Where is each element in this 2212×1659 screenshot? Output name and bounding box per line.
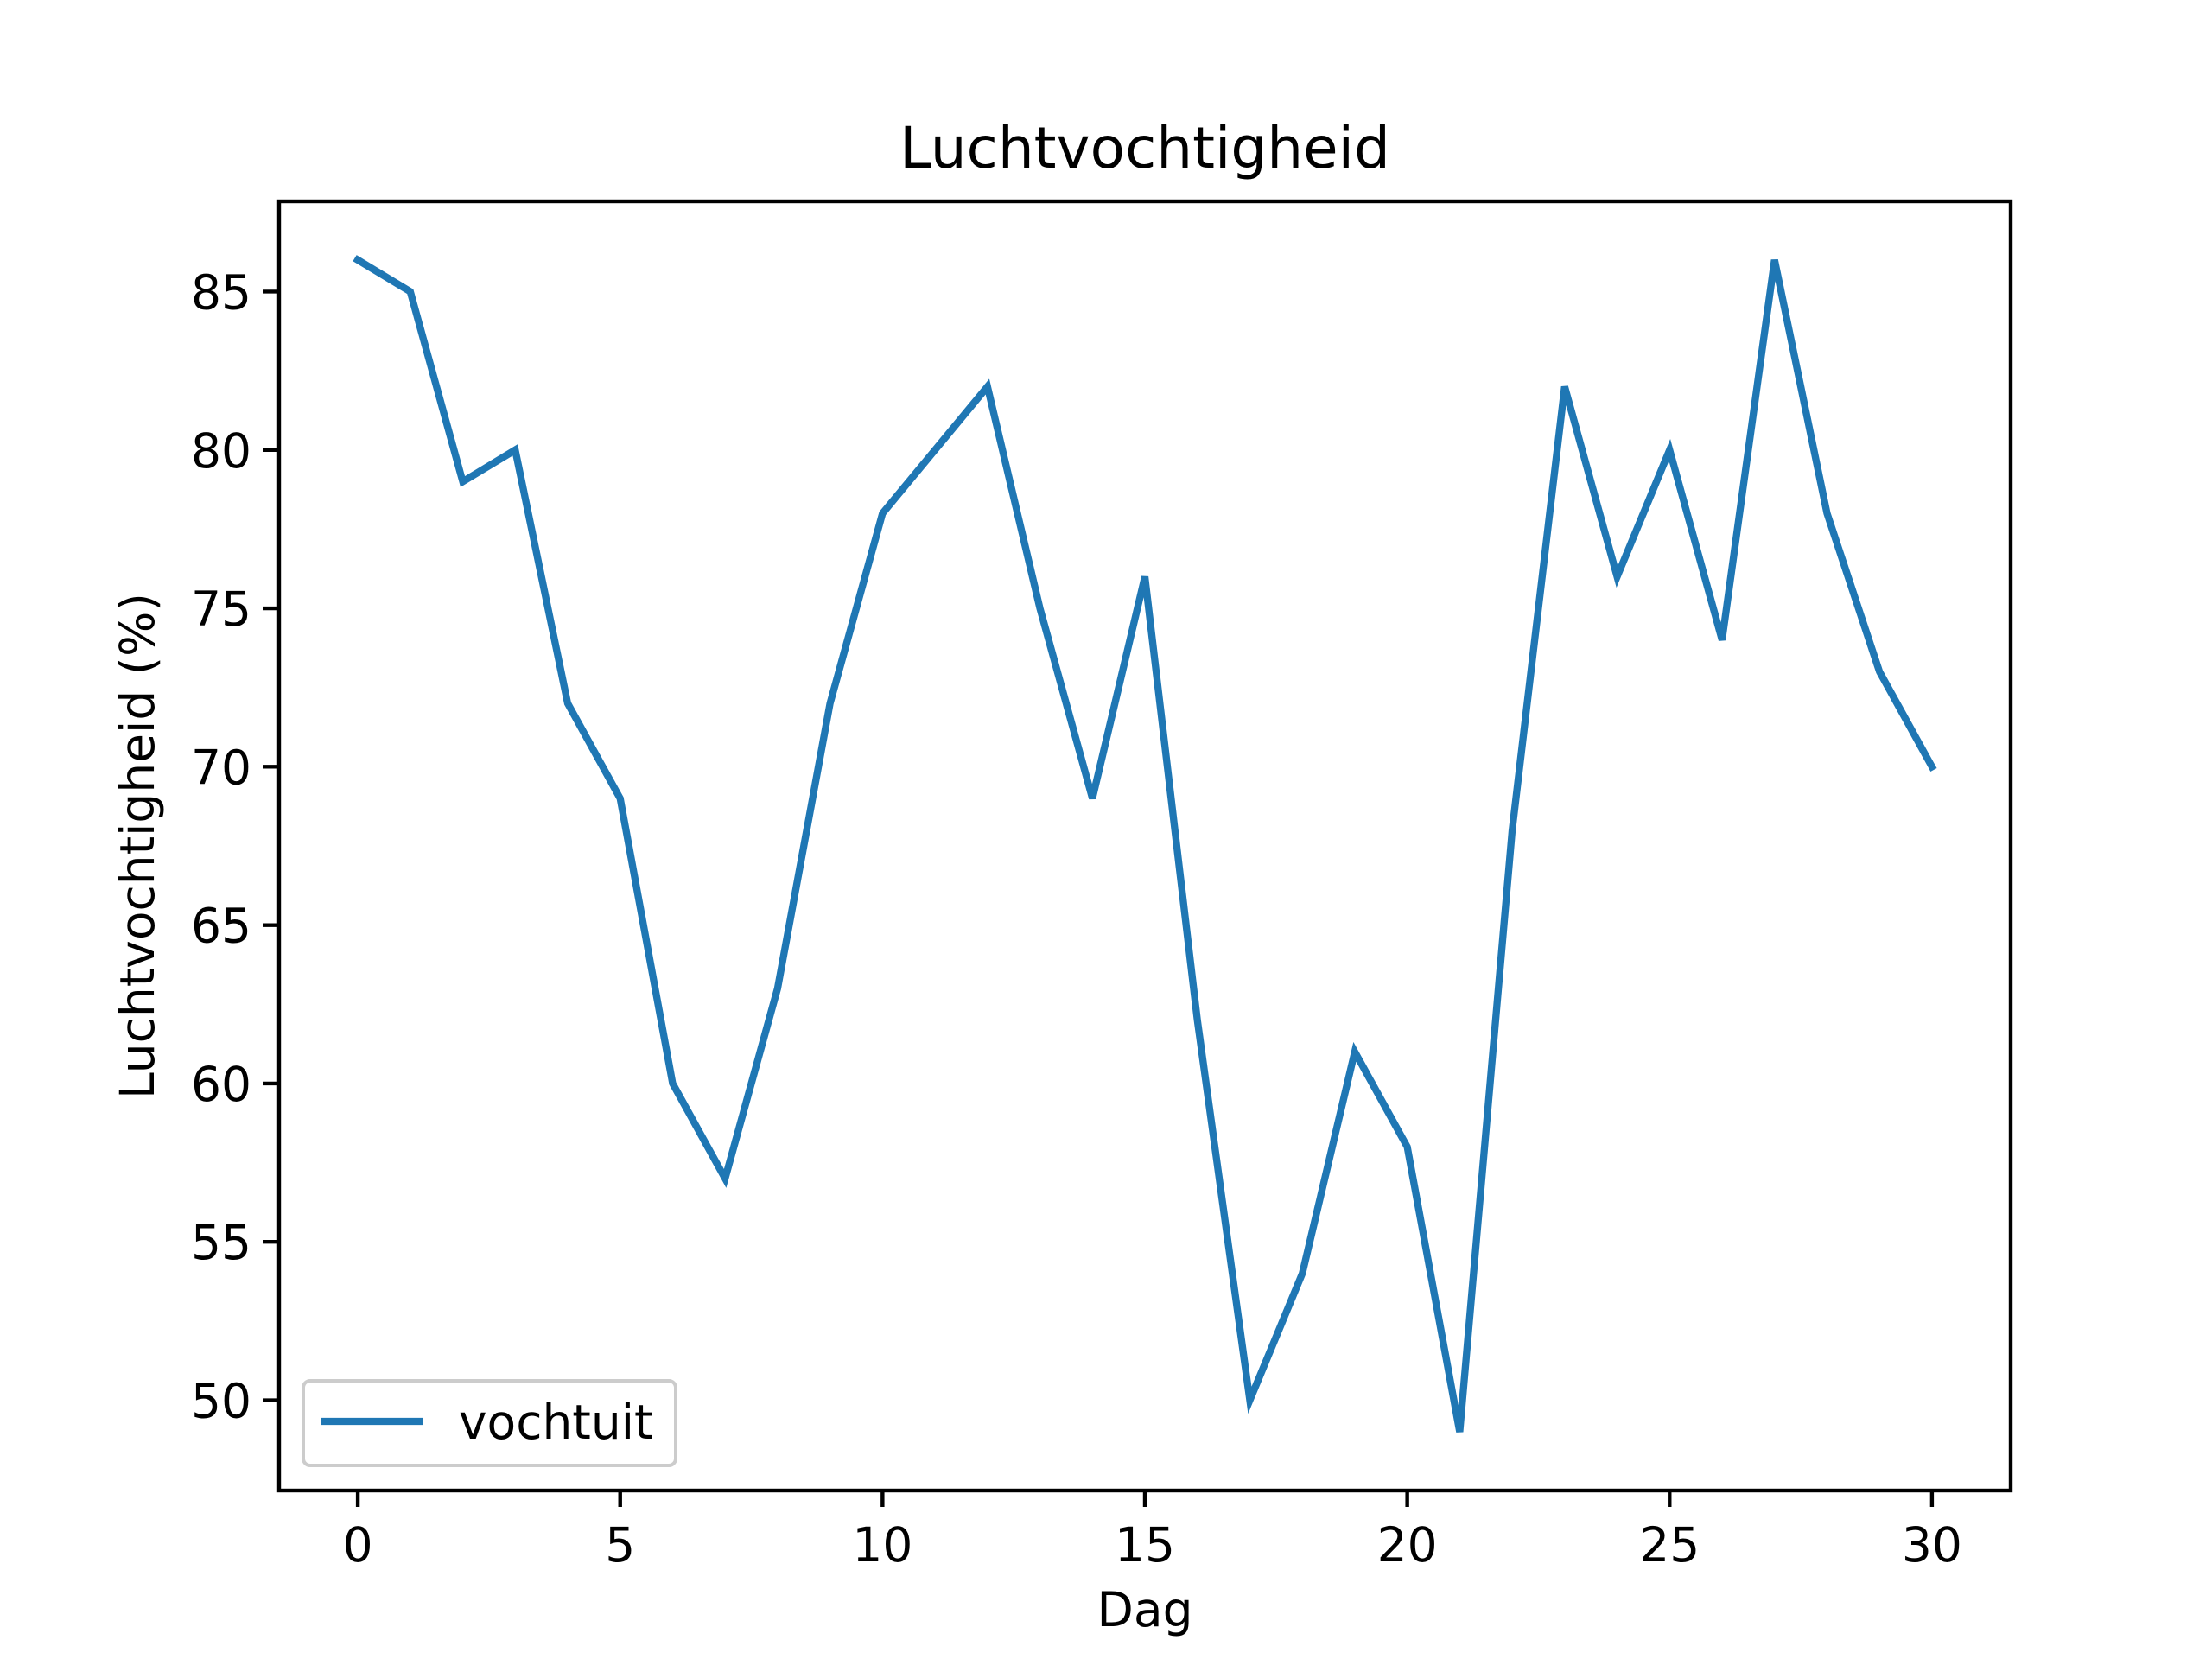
y-axis: 50 55 60 65 70 75 80 85 <box>191 264 279 1429</box>
y-tick-label: 60 <box>191 1057 251 1112</box>
x-axis: 0 5 10 15 20 25 30 <box>343 1491 1962 1573</box>
legend: vochtuit <box>302 1379 677 1467</box>
chart-title: Luchtvochtigheid <box>899 115 1390 181</box>
x-axis-label: Dag <box>1097 1582 1193 1637</box>
x-tick-label: 30 <box>1902 1517 1962 1573</box>
y-tick-label: 55 <box>191 1215 251 1270</box>
x-tick-label: 5 <box>605 1517 635 1573</box>
y-tick-label: 75 <box>191 582 251 637</box>
series-line-vochtuit <box>353 255 1937 1433</box>
legend-frame <box>302 1379 677 1467</box>
x-tick-label: 20 <box>1377 1517 1438 1573</box>
x-tick-label: 25 <box>1639 1517 1700 1573</box>
x-tick-label: 0 <box>343 1517 373 1573</box>
y-tick-label: 80 <box>191 423 251 479</box>
y-tick-label: 85 <box>191 264 251 320</box>
y-tick-label: 70 <box>191 740 251 795</box>
plot-area <box>353 255 1937 1433</box>
legend-label: vochtuit <box>459 1395 653 1450</box>
x-tick-label: 10 <box>852 1517 912 1573</box>
y-axis-label: Luchtvochtigheid (%) <box>110 593 165 1099</box>
x-tick-label: 15 <box>1115 1517 1175 1573</box>
y-tick-label: 65 <box>191 899 251 954</box>
y-tick-label: 50 <box>191 1374 251 1429</box>
